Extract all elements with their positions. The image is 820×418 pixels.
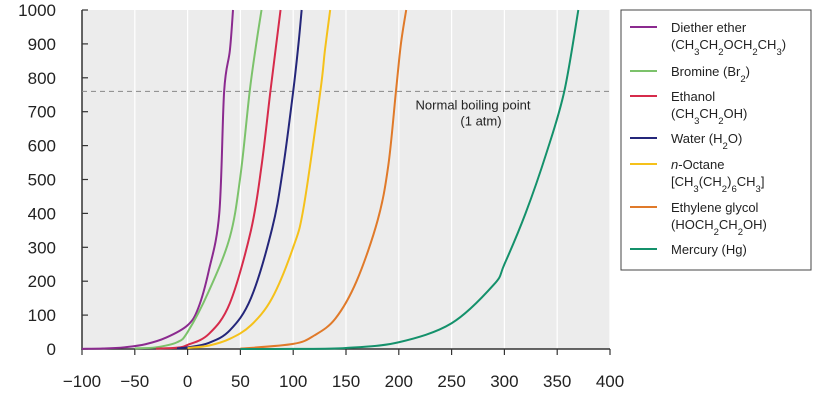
series-line-6 — [240, 9, 580, 350]
y-tick-label: 600 — [28, 137, 56, 156]
series-line-1 — [134, 9, 263, 350]
legend-label-5: Ethylene glycol — [671, 200, 759, 215]
series-line-3 — [176, 9, 303, 350]
x-tick-label: 400 — [596, 372, 624, 391]
y-tick-label: 200 — [28, 272, 56, 291]
reference-line-group: Normal boiling point(1 atm) — [82, 90, 610, 128]
x-tick-label: −50 — [120, 372, 149, 391]
y-tick-label: 800 — [28, 69, 56, 88]
x-tick-label: −100 — [63, 372, 101, 391]
x-tick-label: 50 — [231, 372, 250, 391]
legend-label-0: Diether ether — [671, 20, 747, 35]
series-line-5 — [240, 9, 408, 350]
legend-label-0: (CH3CH2OCH2CH3) — [671, 37, 786, 58]
legend-label-2: (CH3CH2OH) — [671, 106, 747, 127]
y-tick-label: 700 — [28, 103, 56, 122]
x-tick-label: 100 — [279, 372, 307, 391]
y-tick-label: 1000 — [18, 1, 56, 20]
legend-label-5: (HOCH2CH2OH) — [671, 217, 767, 238]
reference-label-line1: Normal boiling point — [416, 97, 531, 112]
y-tick-label: 900 — [28, 35, 56, 54]
legend-label-3: Water (H2O) — [671, 131, 742, 152]
legend: Diether ether (CH3CH2OCH2CH3) Bromine (Br2… — [620, 9, 812, 271]
legend-label-6: Mercury (Hg) — [671, 242, 747, 257]
legend-box — [620, 9, 812, 271]
legend-label-4: [CH3(CH2)6CH3] — [671, 174, 764, 195]
y-tick-label: 500 — [28, 171, 56, 190]
y-tick-label: 300 — [28, 238, 56, 257]
y-tick-label: 0 — [47, 340, 56, 359]
legend-label-4: n-Octane — [671, 157, 724, 172]
series-line-2 — [155, 9, 282, 350]
x-tick-label: 150 — [332, 372, 360, 391]
x-tick-label: 300 — [490, 372, 518, 391]
x-tick-label: 250 — [437, 372, 465, 391]
y-tick-label: 100 — [28, 306, 56, 325]
legend-label-2: Ethanol — [671, 89, 715, 104]
x-tick-label: 0 — [183, 372, 192, 391]
legend-label-1: Bromine (Br2) — [671, 64, 750, 85]
reference-label-line2: (1 atm) — [460, 113, 501, 128]
y-tick-label: 400 — [28, 204, 56, 223]
series-line-4 — [187, 9, 332, 349]
series-lines — [81, 9, 580, 350]
x-tick-label: 350 — [543, 372, 571, 391]
series-line-0 — [81, 9, 235, 350]
axes: 0 100 200 300 400 500 600 700 800 900 1000 −100 −50 0… — [18, 1, 624, 391]
x-tick-label: 200 — [385, 372, 413, 391]
